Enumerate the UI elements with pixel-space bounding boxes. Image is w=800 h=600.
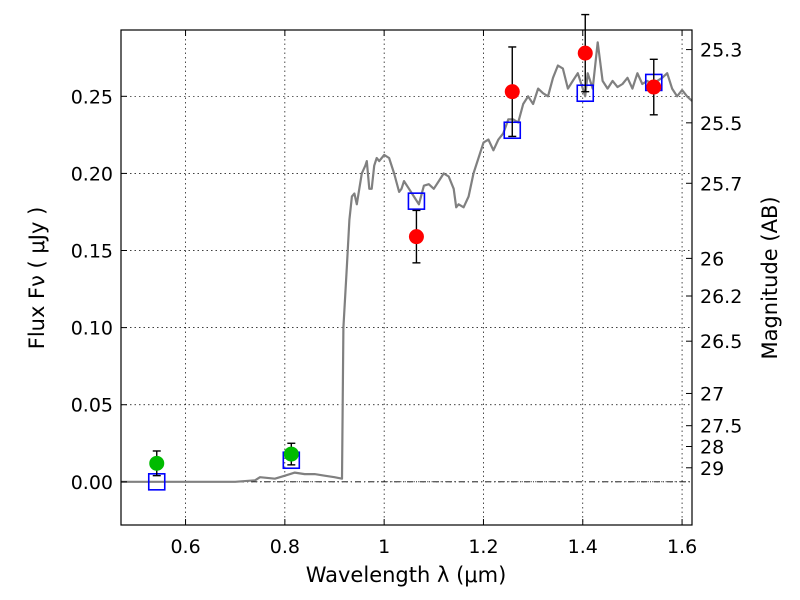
y-axis-label: Flux Fν ( μJy ) <box>25 207 49 350</box>
x-tick-label: 0.8 <box>270 536 300 558</box>
observed-point <box>408 229 424 245</box>
x-tick-label: 0.6 <box>170 536 200 558</box>
observed-point <box>149 455 165 471</box>
right-tick-label: 25.7 <box>700 173 742 195</box>
right-tick-label: 27.5 <box>700 416 742 438</box>
right-tick-label: 26.2 <box>700 286 742 308</box>
right-tick-label: 25.5 <box>700 113 742 135</box>
right-axis-label: Magnitude (AB) <box>758 196 782 359</box>
x-axis-label: Wavelength λ (μm) <box>306 563 507 587</box>
right-tick-label: 25.3 <box>700 40 742 62</box>
right-tick-label: 29 <box>700 458 724 480</box>
right-tick-label: 26 <box>700 248 724 270</box>
observed-point <box>577 45 593 61</box>
right-tick-label: 28 <box>700 437 724 459</box>
spectrum-line <box>121 41 693 483</box>
x-tick-label: 1.2 <box>468 536 498 558</box>
right-tick-label: 26.5 <box>700 331 742 353</box>
plot-frame <box>120 29 693 526</box>
grid-layer <box>121 30 692 525</box>
x-tick-label: 1 <box>378 536 390 558</box>
y-tick-label: 0.05 <box>71 395 113 417</box>
ticks-layer: 0.6 0.8 1 1.2 1.4 1.6 0.00 0.05 0.10 0.15 0.20 0.25… <box>71 30 742 558</box>
series-layer <box>121 13 693 491</box>
y-tick-label: 0.10 <box>71 318 113 340</box>
y-tick-label: 0.25 <box>71 86 113 108</box>
right-tick-label: 27 <box>700 383 724 405</box>
y-tick-label: 0.20 <box>71 163 113 185</box>
x-tick-label: 1.6 <box>667 536 697 558</box>
x-tick-label: 1.4 <box>568 536 598 558</box>
observed-point <box>283 446 299 462</box>
observed-point <box>504 84 520 100</box>
y-tick-label: 0.15 <box>71 241 113 263</box>
observed-point <box>646 79 662 95</box>
y-tick-label: 0.00 <box>71 472 113 494</box>
model-photometry-square <box>407 192 426 210</box>
